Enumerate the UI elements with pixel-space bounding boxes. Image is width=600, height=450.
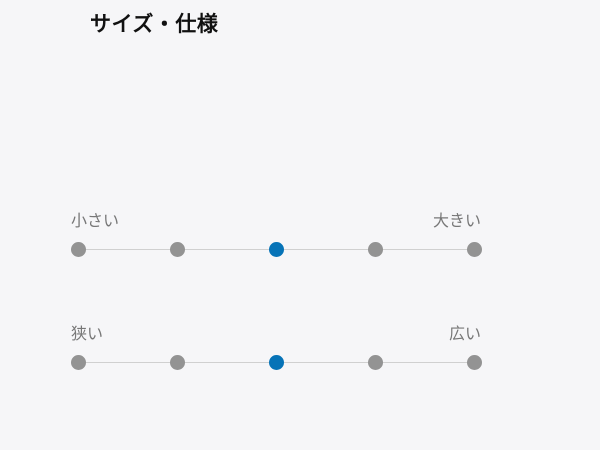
scale-option-3[interactable] (269, 355, 284, 370)
scale-option-1[interactable] (71, 355, 86, 370)
scale-option-1[interactable] (71, 242, 86, 257)
scale-option-4[interactable] (368, 355, 383, 370)
scale-option-4[interactable] (368, 242, 383, 257)
scale-option-2[interactable] (170, 355, 185, 370)
section-title: サイズ・仕様 (90, 12, 219, 36)
scale-option-5[interactable] (467, 242, 482, 257)
scale-max-label: 広い (448, 324, 481, 343)
scale-option-2[interactable] (170, 242, 185, 257)
scale-min-label: 小さい (71, 211, 120, 230)
scale-max-label: 大きい (432, 211, 481, 230)
scale-option-5[interactable] (467, 355, 482, 370)
scale-min-label: 狭い (71, 324, 104, 343)
scale-option-3[interactable] (269, 242, 284, 257)
